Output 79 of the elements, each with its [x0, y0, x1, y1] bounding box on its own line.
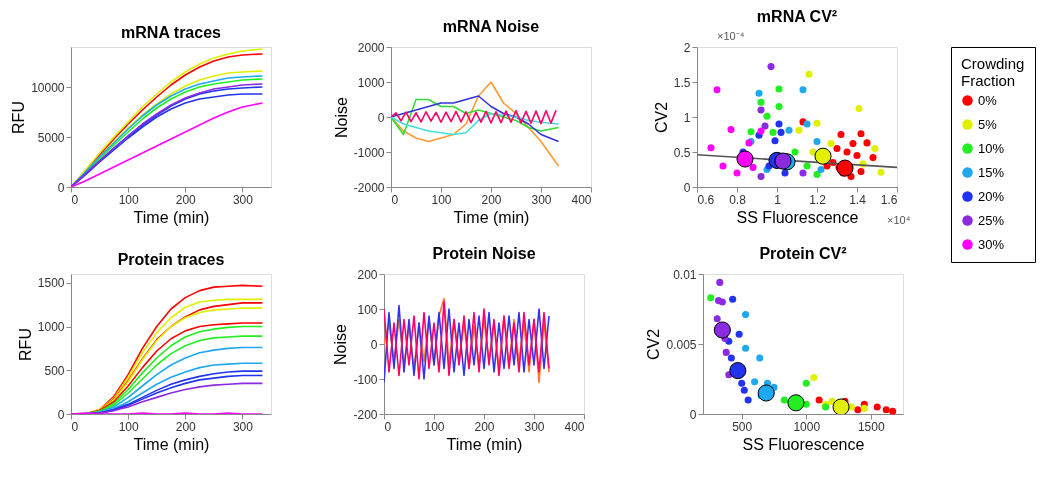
y-tick-label: -100	[353, 372, 378, 387]
x-axis-title: Time (min)	[446, 435, 523, 453]
x-tick-label: 0	[391, 192, 399, 207]
y-tick-label: 100	[357, 302, 378, 317]
x-tick-label: 400	[571, 192, 592, 207]
y-tick-label: -2000	[353, 180, 385, 195]
y-tick-label: 1.5	[673, 75, 691, 90]
legend-label: 5%	[978, 116, 998, 132]
legend-label: 0%	[978, 92, 998, 108]
x-tick-label: 300	[524, 419, 545, 434]
legend-label: 30%	[978, 236, 1005, 252]
x-tick-label: 200	[481, 192, 502, 207]
y-axis-title: Noise	[332, 323, 350, 365]
y-tick-label: 5000	[37, 130, 65, 145]
legend-label: 10%	[978, 140, 1005, 156]
y-tick-label: 500	[44, 363, 65, 378]
x-tick-label: 200	[175, 419, 197, 434]
y-tick-label: 10000	[31, 80, 65, 95]
y-tick-label: 0.5	[673, 145, 691, 160]
y-tick-label: 2	[683, 40, 691, 55]
y-tick-label: 0.005	[666, 337, 697, 352]
y-tick-label: 0	[57, 407, 65, 422]
x-tick-label: 500	[732, 419, 753, 434]
y-tick-label: 1000	[37, 320, 65, 334]
y-axis-title: RFU	[10, 101, 28, 134]
y-tick-label: 0	[370, 337, 378, 352]
x-tick-label: 200	[474, 419, 495, 434]
text: ×10⁴	[887, 214, 911, 226]
y-axis-title: CV2	[645, 328, 663, 361]
x-tick-label: 100	[118, 192, 139, 207]
y-tick-label: 0	[57, 180, 65, 195]
y-tick-label: 2000	[357, 40, 385, 55]
chart-title: Protein Noise	[432, 245, 536, 262]
chart-title: mRNA Noise	[442, 18, 540, 35]
y-tick-label: 1	[683, 110, 691, 125]
x-tick-label: 1.6	[880, 192, 898, 207]
x-tick-label: 1.2	[809, 192, 827, 207]
y-tick-label: 1000	[357, 75, 385, 90]
x-tick-label: 1500	[857, 419, 885, 434]
y-tick-label: 200	[357, 267, 378, 282]
x-tick-label: 400	[564, 419, 585, 434]
x-axis-title: Time (min)	[133, 208, 210, 226]
y-tick-label: 0	[377, 110, 385, 125]
x-tick-label: 100	[431, 192, 452, 207]
x-axis-title: SS Fluorescence	[742, 435, 865, 453]
x-tick-label: 0	[71, 192, 79, 207]
text: ×10⁻⁴	[717, 30, 745, 42]
x-tick-label: 300	[531, 192, 552, 207]
y-tick-label: -1000	[353, 145, 385, 160]
x-tick-label: 1000	[793, 419, 821, 434]
y-axis-title: CV2	[652, 101, 670, 134]
x-tick-label: 300	[232, 419, 254, 434]
x-tick-label: 0.8	[729, 192, 747, 207]
chart-title: mRNA CV²	[756, 8, 838, 25]
chart-title: Protein traces	[117, 251, 225, 268]
chart-title: Protein CV²	[759, 245, 847, 262]
x-axis-title: Time (min)	[453, 208, 530, 226]
x-tick-label: 1.4	[849, 192, 867, 207]
legend-label: 20%	[978, 188, 1005, 204]
y-tick-label: 0	[683, 180, 691, 195]
y-tick-label: 0.01	[673, 267, 697, 282]
legend-label: 25%	[978, 212, 1005, 228]
x-tick-label: 0	[71, 419, 79, 434]
y-axis-title: RFU	[16, 328, 34, 361]
y-tick-label: -200	[353, 407, 378, 422]
chart-title: mRNA traces	[121, 24, 222, 41]
x-tick-label: 0.6	[697, 192, 715, 207]
x-tick-label: 1	[774, 192, 782, 207]
y-tick-label: 0	[689, 407, 697, 422]
y-tick-label: 1500	[37, 276, 65, 291]
legend-title: Crowding Fraction	[961, 55, 1025, 89]
x-tick-label: 100	[424, 419, 445, 434]
x-tick-label: 300	[232, 192, 254, 207]
x-tick-label: 100	[118, 419, 139, 434]
x-axis-title: Time (min)	[133, 435, 210, 453]
x-tick-label: 200	[175, 192, 197, 207]
y-axis-title: Noise	[332, 96, 350, 138]
x-axis-title: SS Fluorescence	[736, 208, 859, 226]
legend-label: 15%	[978, 164, 1005, 180]
